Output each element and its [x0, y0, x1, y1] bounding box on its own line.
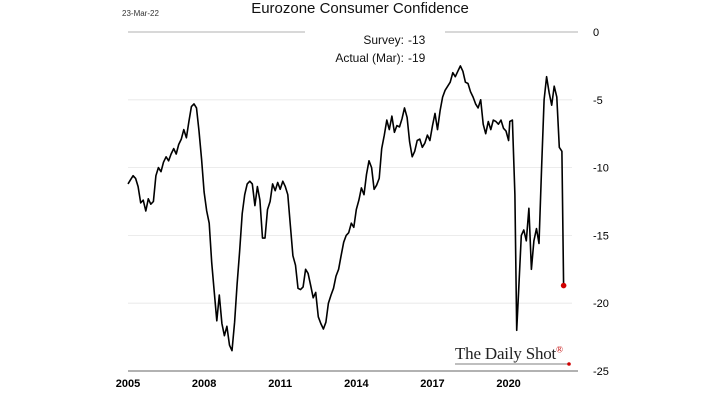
x-tick-label: 2008 [192, 378, 216, 390]
x-tick-label: 2014 [344, 378, 369, 390]
y-axis-ticks: 0 -5 -10 -15 -20 -25 [593, 27, 609, 378]
series-group [127, 65, 571, 366]
survey-label: Survey: [363, 33, 404, 47]
actual-value: -19 [408, 51, 426, 65]
y-tick-label: -10 [593, 163, 609, 175]
chart-title: Eurozone Consumer Confidence [251, 0, 469, 17]
actual-label: Actual (Mar): [335, 51, 404, 65]
gridlines [128, 31, 578, 372]
brand-mark: ® [556, 344, 563, 355]
x-tick-label: 2020 [496, 378, 520, 390]
x-tick-label: 2005 [116, 378, 140, 390]
y-tick-label: 0 [593, 27, 599, 39]
y-tick-label: -5 [593, 95, 603, 107]
brand-logo: The Daily Shot® [455, 344, 563, 364]
survey-annotation: Survey: -13 [312, 33, 438, 47]
series-line [127, 65, 565, 352]
brand-dot [567, 362, 571, 366]
y-tick-label: -20 [593, 298, 609, 310]
x-axis-ticks: 2005 2008 2011 2014 2017 2020 [116, 378, 521, 390]
x-tick-label: 2011 [268, 378, 292, 390]
last-point-marker [560, 282, 567, 289]
y-tick-label: -25 [593, 366, 609, 378]
x-tick-label: 2017 [420, 378, 444, 390]
survey-value: -13 [408, 33, 426, 47]
actual-annotation: Actual (Mar): -19 [312, 51, 438, 65]
brand-name: The Daily Shot [455, 344, 557, 363]
date-stamp: 23-Mar-22 [122, 9, 159, 18]
y-tick-label: -15 [593, 230, 609, 242]
